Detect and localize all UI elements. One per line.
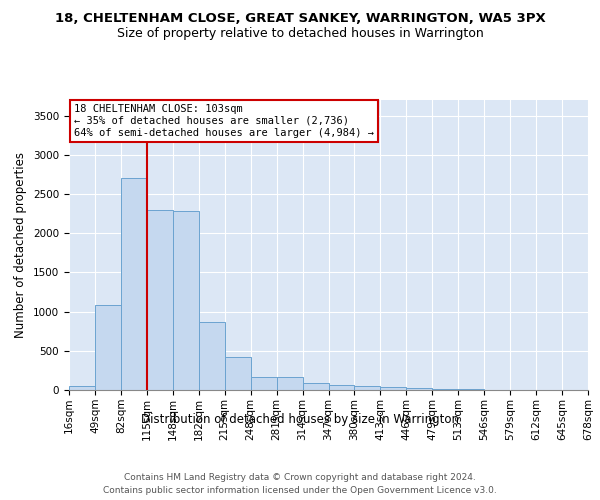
Bar — [329, 386, 355, 390]
Bar — [121, 178, 147, 390]
Text: Distribution of detached houses by size in Warrington: Distribution of detached houses by size … — [141, 412, 459, 426]
Bar — [199, 322, 224, 390]
Text: 18 CHELTENHAM CLOSE: 103sqm
← 35% of detached houses are smaller (2,736)
64% of : 18 CHELTENHAM CLOSE: 103sqm ← 35% of det… — [74, 104, 374, 138]
Bar — [147, 210, 173, 390]
Bar — [225, 358, 251, 390]
Bar — [406, 388, 432, 390]
Bar — [173, 210, 199, 390]
Bar — [95, 304, 121, 390]
Bar — [433, 389, 458, 390]
Bar — [69, 386, 95, 390]
Bar — [251, 377, 277, 390]
Bar — [380, 388, 406, 390]
Text: Contains HM Land Registry data © Crown copyright and database right 2024.: Contains HM Land Registry data © Crown c… — [124, 472, 476, 482]
Y-axis label: Number of detached properties: Number of detached properties — [14, 152, 28, 338]
Bar — [458, 389, 484, 390]
Bar — [302, 382, 329, 390]
Text: Contains public sector information licensed under the Open Government Licence v3: Contains public sector information licen… — [103, 486, 497, 495]
Text: 18, CHELTENHAM CLOSE, GREAT SANKEY, WARRINGTON, WA5 3PX: 18, CHELTENHAM CLOSE, GREAT SANKEY, WARR… — [55, 12, 545, 26]
Bar — [277, 378, 302, 390]
Bar — [355, 386, 380, 390]
Text: Size of property relative to detached houses in Warrington: Size of property relative to detached ho… — [116, 28, 484, 40]
